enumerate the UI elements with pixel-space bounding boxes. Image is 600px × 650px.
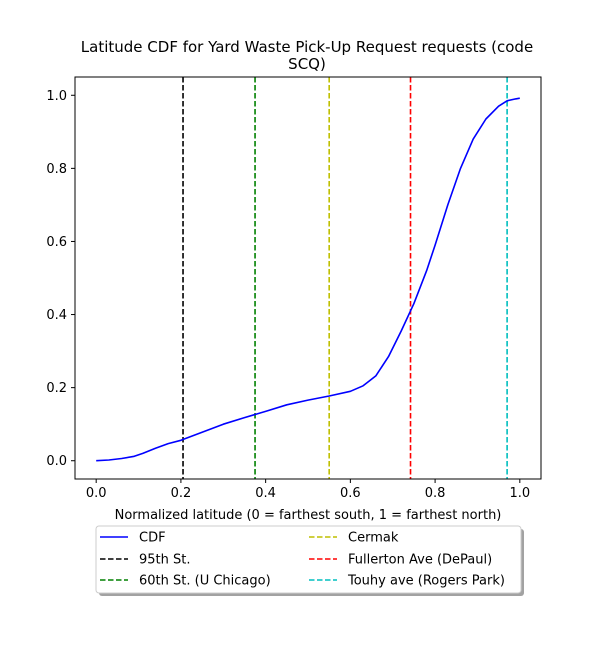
y-tick-label-2: 0.4 bbox=[46, 308, 67, 323]
data-series bbox=[96, 97, 520, 462]
plot-frame bbox=[74, 76, 542, 480]
x-tick-label-0: 0.0 bbox=[86, 486, 107, 501]
y-tick-label-0: 0.0 bbox=[46, 454, 67, 469]
legend-label-4: Fullerton Ave (DePaul) bbox=[348, 553, 492, 568]
x-tick-label-2: 0.4 bbox=[255, 486, 276, 501]
series-line-0 bbox=[96, 97, 520, 462]
x-axis-ticks: 0.0 0.2 0.4 0.6 0.8 1.0 bbox=[86, 479, 530, 501]
y-axis-ticks: 0.0 0.2 0.4 0.6 0.8 1.0 bbox=[46, 89, 75, 469]
y-tick-label-4: 0.8 bbox=[46, 162, 67, 177]
chart-title-line-2: SCQ) bbox=[288, 55, 326, 73]
y-tick-label-1: 0.2 bbox=[46, 381, 67, 396]
reference-lines bbox=[182, 77, 508, 479]
chart-title: Latitude CDF for Yard Waste Pick-Up Requ… bbox=[81, 38, 533, 73]
legend-box bbox=[95, 525, 522, 594]
x-tick-label-3: 0.6 bbox=[340, 486, 361, 501]
x-axis-label: Normalized latitude (0 = farthest south,… bbox=[115, 508, 502, 523]
legend-items: CDF 95th St. 60th St. (U Chicago) Cermak Ful… bbox=[100, 531, 505, 589]
legend-label-3: Cermak bbox=[348, 531, 399, 546]
y-tick-label-5: 1.0 bbox=[46, 89, 67, 104]
x-tick-label-1: 0.2 bbox=[171, 486, 192, 501]
legend: CDF 95th St. 60th St. (U Chicago) Cermak Ful… bbox=[95, 525, 524, 596]
legend-label-5: Touhy ave (Rogers Park) bbox=[347, 574, 505, 589]
x-tick-label-4: 0.8 bbox=[425, 486, 446, 501]
chart-title-line-1: Latitude CDF for Yard Waste Pick-Up Requ… bbox=[81, 38, 533, 56]
y-tick-label-3: 0.6 bbox=[46, 235, 67, 250]
x-tick-label-5: 1.0 bbox=[509, 486, 530, 501]
legend-label-2: 60th St. (U Chicago) bbox=[139, 574, 271, 589]
legend-label-0: CDF bbox=[139, 531, 166, 546]
legend-label-1: 95th St. bbox=[139, 553, 191, 568]
